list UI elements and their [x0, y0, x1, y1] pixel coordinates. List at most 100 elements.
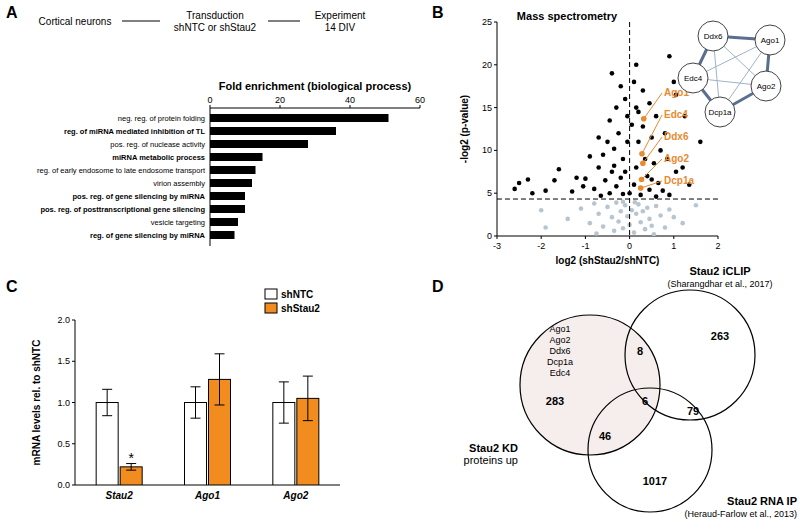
legend-swatch [265, 303, 277, 313]
point [638, 193, 643, 198]
point [647, 187, 652, 192]
tick [494, 193, 497, 194]
point [680, 165, 685, 170]
point [616, 131, 621, 136]
point [599, 193, 604, 198]
tick-label: 20 [482, 60, 492, 70]
tick [210, 105, 211, 108]
schematic-dash [122, 21, 160, 22]
background [0, 0, 800, 530]
point [592, 201, 597, 206]
point [517, 181, 522, 186]
error-cap [215, 404, 225, 405]
node-label: Ago1 [761, 36, 780, 45]
point [654, 204, 659, 209]
point [643, 227, 648, 232]
point [630, 122, 635, 127]
list-item: Ago2 [549, 335, 570, 345]
leader-line [642, 115, 662, 154]
error-cap [191, 418, 201, 419]
node-label: Ddx6 [704, 32, 723, 41]
point [654, 194, 659, 199]
schematic-text: 14 DIV [325, 22, 356, 33]
tick [494, 22, 497, 23]
schematic-text: Transduction [186, 10, 243, 21]
network-node [755, 25, 785, 55]
chart-title: Fold enrichment (biological process) [219, 80, 412, 92]
schematic-dash [268, 21, 300, 22]
error-cap [279, 381, 289, 382]
tick [718, 236, 719, 239]
point [672, 80, 677, 85]
set-label: Stau2 KD [469, 442, 518, 454]
point [616, 219, 621, 224]
chart-title: Mass spectrometry [517, 10, 618, 22]
node-label: Ago2 [757, 82, 776, 91]
axis-label: -log2 (p-value) [459, 95, 470, 163]
set-label: (Sharangdhar et al., 2017) [667, 279, 772, 289]
list-item: Dcp1a [547, 357, 573, 367]
point [618, 209, 623, 214]
error-cap [102, 389, 112, 390]
figure: ABCDCortical neuronsTransductionshNTC or… [0, 0, 800, 530]
tick-label: 5 [487, 188, 492, 198]
bar [210, 114, 389, 122]
tick [350, 105, 351, 108]
schematic-text: Experiment [315, 10, 366, 21]
point [632, 230, 637, 235]
error-stem [107, 389, 108, 415]
venn-circle [625, 290, 755, 420]
point [654, 114, 659, 119]
region-count: 6 [642, 395, 648, 407]
region-count: 1017 [643, 475, 667, 487]
set-label: (Heraud-Farlow et al., 2013) [684, 509, 797, 519]
tick [72, 485, 75, 486]
venn-circle [588, 388, 712, 512]
error-cap [279, 423, 289, 424]
point [612, 146, 617, 151]
point [636, 140, 641, 145]
point [588, 154, 593, 159]
point [630, 208, 635, 213]
error-cap [191, 386, 201, 387]
list-item: Edc4 [550, 368, 571, 378]
point [667, 54, 672, 59]
point [658, 148, 663, 153]
category-label: vesicle targeting [151, 218, 205, 227]
point [607, 191, 612, 196]
tick-label: 1.5 [57, 356, 70, 366]
tick-label: -1 [581, 241, 589, 251]
panel-label: A [6, 4, 18, 21]
tick [280, 105, 281, 108]
tick-label: 1.0 [57, 398, 70, 408]
point [632, 182, 637, 187]
points [497, 22, 718, 236]
point [645, 205, 650, 210]
tick-label: 0.0 [57, 480, 70, 490]
error-cap [303, 376, 313, 377]
point [618, 84, 623, 89]
error-stem [219, 354, 220, 405]
leader-line [643, 137, 662, 163]
error-bar [215, 354, 225, 405]
point [526, 177, 531, 182]
tick-label: 15 [482, 103, 492, 113]
point [601, 152, 606, 157]
point [632, 80, 637, 85]
node-label: Dcp1a [708, 108, 732, 117]
point [621, 226, 626, 231]
point [694, 203, 699, 208]
node-label: Edc4 [684, 74, 703, 83]
point [618, 175, 623, 180]
axis-label: log2 (shStau2/shNTC) [556, 255, 660, 266]
tick [673, 236, 674, 239]
point [641, 209, 646, 214]
point [636, 110, 641, 115]
point [610, 215, 615, 220]
tick-label: 2 [715, 241, 720, 251]
tick-label: 40 [345, 95, 355, 105]
point [530, 191, 535, 196]
point [614, 105, 619, 110]
tick [494, 150, 497, 151]
point [674, 170, 679, 175]
